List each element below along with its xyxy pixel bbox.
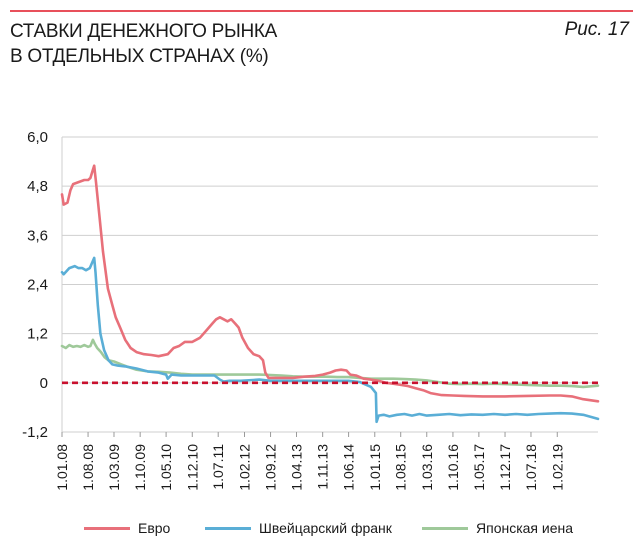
- y-axis-tick-labels: 6,0 4,8 3,6 2,4 1,2 0 -1,2: [22, 129, 48, 441]
- x-tick-label: 1.02.12: [236, 444, 252, 491]
- y-tick-label: 1,2: [27, 326, 48, 343]
- x-tick-label: 1.10.16: [445, 444, 461, 491]
- x-tick-label: 1.07.18: [523, 444, 539, 491]
- x-tick-label: 1.03.09: [106, 444, 122, 491]
- y-tick-label: 3,6: [27, 227, 48, 244]
- y-tick-label: -1,2: [22, 424, 48, 441]
- legend-item-jpy: Японская иена: [422, 520, 573, 536]
- x-tick-label: 1.01.08: [54, 444, 70, 491]
- x-tick-label: 1.09.12: [263, 444, 279, 491]
- x-axis-tick-marks: [61, 432, 558, 437]
- x-tick-label: 1.06.14: [341, 444, 357, 491]
- legend-label-euro: Евро: [138, 520, 171, 536]
- legend-swatch-euro: [84, 526, 130, 530]
- legend-label-chf: Швейцарский франк: [259, 520, 392, 536]
- x-tick-label: 1.12.10: [184, 444, 200, 491]
- y-tick-label: 4,8: [27, 178, 48, 195]
- legend-swatch-chf: [205, 526, 251, 530]
- x-tick-label: 1.05.17: [471, 444, 487, 491]
- x-tick-label: 1.12.17: [497, 444, 513, 491]
- y-tick-label: 2,4: [27, 277, 48, 294]
- x-tick-label: 1.10.09: [132, 444, 148, 491]
- legend-item-euro: Евро: [84, 520, 170, 536]
- legend-swatch-jpy: [422, 526, 468, 530]
- x-axis-tick-labels: 1.01.08 1.08.08 1.03.09 1.10.09 1.05.10 1.12.…: [54, 444, 565, 491]
- chart-title: СТАВКИ ДЕНЕЖНОГО РЫНКА В ОТДЕЛЬНЫХ СТРАН…: [10, 19, 277, 69]
- header-accent-line: [10, 10, 633, 12]
- y-tick-label: 0: [40, 375, 48, 392]
- legend-label-jpy: Японская иена: [476, 520, 574, 536]
- legend-item-chf: Швейцарский франк: [205, 520, 392, 536]
- x-tick-label: 1.02.19: [549, 444, 565, 491]
- grid-lines: [61, 136, 598, 433]
- x-tick-label: 1.11.13: [315, 444, 331, 490]
- x-tick-label: 1.08.15: [393, 444, 409, 491]
- series-line-1: [60, 256, 600, 424]
- chart-title-line-2: В ОТДЕЛЬНЫХ СТРАНАХ (%): [10, 46, 269, 67]
- x-tick-label: 1.07.11: [210, 444, 226, 490]
- series-line-0: [60, 164, 600, 403]
- x-tick-label: 1.01.15: [367, 444, 383, 491]
- figure-label: Рис. 17: [564, 19, 629, 40]
- legend: Евро Швейцарский франк Японская иена: [0, 520, 639, 544]
- chart-title-line-1: СТАВКИ ДЕНЕЖНОГО РЫНКА: [10, 21, 278, 42]
- y-tick-label: 6,0: [27, 129, 48, 146]
- x-tick-label: 1.05.10: [158, 444, 174, 491]
- x-tick-label: 1.08.08: [80, 444, 96, 491]
- x-tick-label: 1.03.16: [419, 444, 435, 491]
- x-tick-label: 1.04.13: [288, 444, 304, 491]
